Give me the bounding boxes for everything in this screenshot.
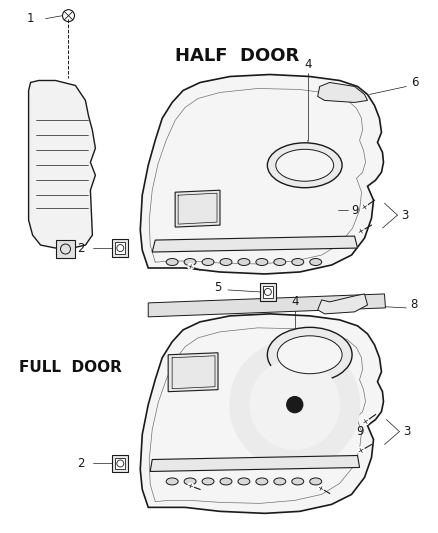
Circle shape	[358, 228, 365, 235]
Ellipse shape	[274, 259, 286, 265]
Bar	[263, 286, 273, 298]
Bar	[112, 455, 128, 472]
Ellipse shape	[256, 259, 268, 265]
Text: 2: 2	[77, 241, 84, 255]
Text: HALF  DOOR: HALF DOOR	[175, 46, 300, 64]
Text: 3: 3	[401, 208, 408, 222]
Ellipse shape	[292, 478, 304, 485]
Circle shape	[188, 264, 194, 270]
Ellipse shape	[202, 259, 214, 265]
Ellipse shape	[274, 478, 286, 485]
Circle shape	[188, 483, 194, 489]
Text: 2: 2	[77, 457, 84, 470]
Polygon shape	[168, 353, 218, 392]
Ellipse shape	[220, 259, 232, 265]
Text: FULL  DOOR: FULL DOOR	[19, 360, 121, 375]
Bar	[115, 242, 125, 254]
Text: 4: 4	[291, 295, 299, 309]
Polygon shape	[140, 75, 384, 274]
Polygon shape	[28, 80, 95, 248]
Ellipse shape	[267, 327, 352, 382]
Ellipse shape	[292, 259, 304, 265]
Circle shape	[287, 397, 303, 413]
Ellipse shape	[276, 149, 334, 181]
Bar	[260, 283, 276, 301]
Ellipse shape	[166, 478, 178, 485]
Polygon shape	[318, 294, 367, 314]
Circle shape	[250, 360, 339, 449]
Polygon shape	[148, 294, 385, 317]
Circle shape	[361, 204, 368, 211]
Text: 4: 4	[304, 58, 311, 71]
Ellipse shape	[220, 478, 232, 485]
Polygon shape	[175, 190, 220, 227]
Text: 9: 9	[351, 204, 358, 216]
Ellipse shape	[310, 478, 321, 485]
Circle shape	[318, 486, 324, 491]
Text: 3: 3	[403, 425, 410, 438]
Text: 9: 9	[356, 425, 363, 438]
Text: 6: 6	[411, 76, 418, 89]
Ellipse shape	[184, 259, 196, 265]
Circle shape	[358, 447, 365, 454]
Polygon shape	[140, 314, 384, 513]
Ellipse shape	[166, 259, 178, 265]
Polygon shape	[152, 236, 357, 252]
Circle shape	[362, 418, 369, 425]
Polygon shape	[56, 240, 75, 258]
Bar	[115, 457, 125, 470]
Bar	[112, 239, 128, 257]
Ellipse shape	[277, 336, 342, 374]
Text: 1: 1	[27, 12, 34, 25]
Ellipse shape	[238, 478, 250, 485]
Ellipse shape	[256, 478, 268, 485]
Ellipse shape	[184, 478, 196, 485]
Ellipse shape	[202, 478, 214, 485]
Circle shape	[230, 340, 360, 470]
Text: 5: 5	[214, 281, 222, 294]
Ellipse shape	[310, 259, 321, 265]
Ellipse shape	[267, 143, 342, 188]
Polygon shape	[150, 456, 360, 472]
Ellipse shape	[238, 259, 250, 265]
Polygon shape	[318, 83, 367, 102]
Text: 8: 8	[411, 298, 418, 311]
